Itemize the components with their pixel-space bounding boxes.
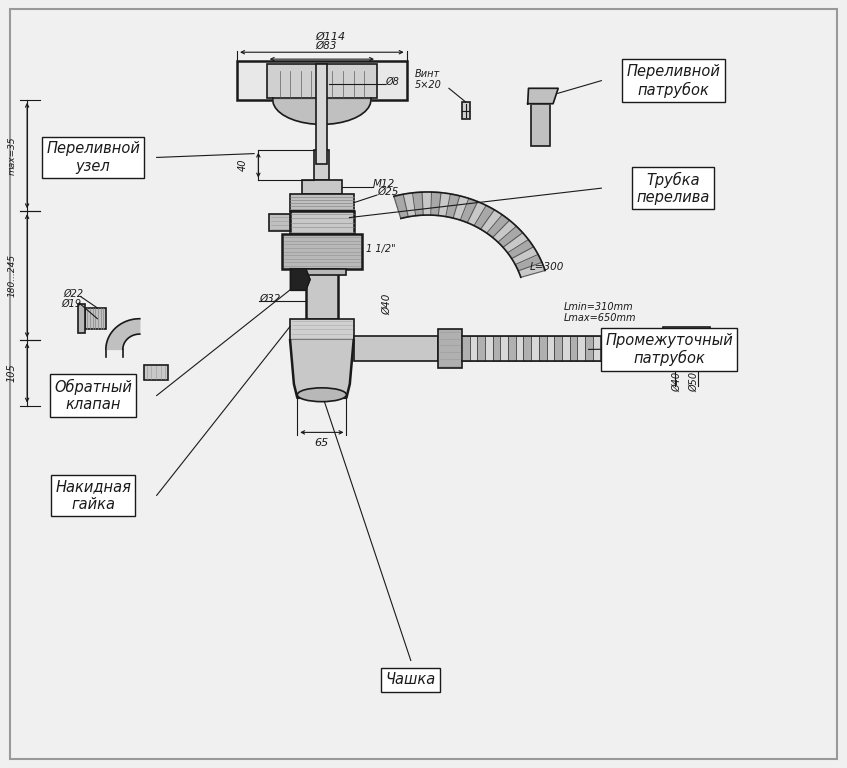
Bar — [562, 336, 569, 361]
Text: Lmax=650mm: Lmax=650mm — [564, 313, 636, 323]
Bar — [144, 365, 168, 380]
Polygon shape — [474, 205, 495, 229]
Bar — [354, 336, 439, 361]
Text: Ø22: Ø22 — [64, 289, 84, 299]
Bar — [291, 319, 354, 340]
Text: Промежуточный
патрубок: Промежуточный патрубок — [606, 333, 733, 366]
Text: Ø50: Ø50 — [689, 372, 699, 392]
Bar — [578, 336, 585, 361]
Bar — [462, 102, 470, 119]
Bar — [554, 336, 562, 361]
Bar — [501, 336, 508, 361]
Bar — [546, 336, 554, 361]
Bar — [593, 336, 601, 361]
Text: Обратный
клапан: Обратный клапан — [54, 379, 132, 412]
Bar — [608, 336, 616, 361]
Bar — [523, 336, 531, 361]
Polygon shape — [468, 202, 486, 226]
Bar — [282, 234, 363, 269]
Bar — [291, 194, 354, 211]
Text: Ø114: Ø114 — [315, 32, 346, 42]
Polygon shape — [460, 198, 478, 223]
Bar — [531, 104, 550, 146]
Polygon shape — [394, 192, 545, 277]
Text: Ø40: Ø40 — [673, 372, 683, 392]
Text: M12: M12 — [373, 180, 395, 190]
Bar — [237, 61, 407, 100]
Polygon shape — [422, 192, 431, 215]
Bar — [493, 336, 501, 361]
Polygon shape — [446, 194, 460, 218]
Polygon shape — [291, 269, 310, 290]
Text: Трубка
перелива: Трубка перелива — [637, 171, 710, 205]
Bar — [269, 214, 290, 231]
Text: Ø19: Ø19 — [61, 299, 81, 309]
Text: Переливной
патрубок: Переливной патрубок — [627, 64, 720, 98]
Text: Переливной
узел: Переливной узел — [47, 141, 140, 174]
Bar — [569, 336, 578, 361]
Polygon shape — [431, 192, 441, 216]
Text: 105: 105 — [7, 363, 17, 382]
Text: Ø40: Ø40 — [383, 293, 392, 315]
Bar — [298, 269, 346, 275]
Bar — [306, 269, 338, 319]
Bar — [85, 308, 106, 329]
Text: Винт
5×20: Винт 5×20 — [414, 68, 441, 91]
Polygon shape — [412, 192, 424, 216]
Polygon shape — [403, 193, 416, 217]
Polygon shape — [493, 220, 517, 242]
Bar — [539, 336, 546, 361]
Polygon shape — [507, 240, 534, 259]
Bar — [663, 327, 710, 371]
Bar — [317, 64, 328, 164]
Text: 40: 40 — [238, 159, 248, 171]
Ellipse shape — [297, 388, 346, 402]
Text: L=300: L=300 — [529, 262, 564, 272]
Bar — [78, 304, 85, 333]
Polygon shape — [503, 233, 529, 253]
Bar — [478, 336, 485, 361]
Polygon shape — [518, 263, 545, 277]
Bar — [531, 336, 539, 361]
Text: Ø8: Ø8 — [385, 77, 399, 87]
Bar — [601, 336, 608, 361]
Bar — [638, 333, 659, 365]
Polygon shape — [438, 193, 451, 217]
Text: Накидная
гайка: Накидная гайка — [55, 479, 131, 511]
Text: Lmin=310mm: Lmin=310mm — [564, 302, 634, 312]
Bar — [462, 336, 470, 361]
Polygon shape — [291, 340, 354, 398]
Polygon shape — [498, 227, 523, 247]
Bar — [623, 336, 631, 361]
Polygon shape — [487, 215, 510, 237]
Text: Ø32: Ø32 — [259, 293, 280, 303]
Bar — [508, 336, 516, 361]
Text: Ø83: Ø83 — [315, 41, 337, 51]
Bar — [485, 336, 493, 361]
Text: max=35: max=35 — [8, 136, 17, 175]
Polygon shape — [528, 88, 558, 104]
Bar — [585, 336, 593, 361]
Bar — [439, 329, 462, 368]
Bar — [291, 211, 354, 234]
Polygon shape — [394, 194, 408, 218]
Bar — [616, 336, 623, 361]
Bar — [516, 336, 523, 361]
Text: Ø25: Ø25 — [377, 187, 398, 197]
Polygon shape — [512, 247, 538, 264]
Text: 180...245: 180...245 — [8, 254, 17, 297]
Bar — [267, 64, 377, 98]
Polygon shape — [106, 319, 140, 349]
Text: Чашка: Чашка — [385, 672, 436, 687]
Text: 1 1/2": 1 1/2" — [367, 243, 396, 253]
Polygon shape — [480, 210, 502, 233]
Bar — [302, 180, 342, 194]
Polygon shape — [273, 100, 371, 124]
Polygon shape — [453, 196, 468, 220]
Text: 65: 65 — [315, 439, 329, 449]
Bar — [470, 336, 478, 361]
Polygon shape — [515, 254, 542, 271]
Bar — [314, 150, 329, 180]
